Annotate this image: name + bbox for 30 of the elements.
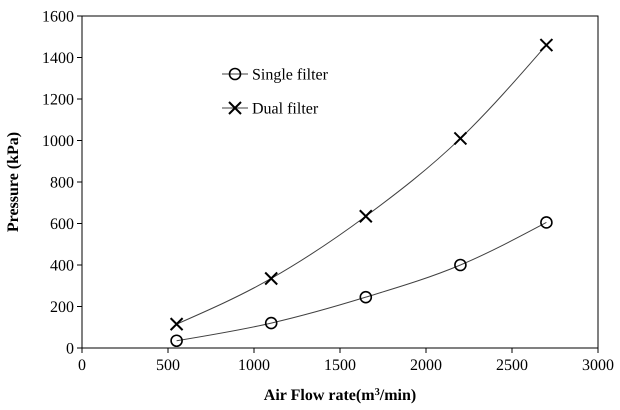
y-axis-title: Pressure (kPa) [5,132,22,232]
y-tick-label: 1000 [42,133,74,150]
y-tick-label: 1200 [42,92,74,109]
y-tick-label: 800 [50,174,74,192]
point [454,258,467,272]
y-tick-label: 1400 [42,50,74,68]
x-tick-label: 2000 [410,357,442,374]
point [360,290,372,304]
x-tick-label: 3000 [582,357,614,374]
point [539,38,554,52]
x-tick-label: 0 [78,357,86,374]
x-tick-label: 500 [156,357,180,374]
legend-label: Dual filter [252,100,319,118]
point [358,209,373,224]
y-tick-label: 400 [50,258,74,275]
x-axis-title: Air Flow rate(m$^{3}$/min) [264,386,416,404]
point [264,271,278,286]
legend-label: Single filter [252,66,329,84]
x-tick-label: 2500 [496,357,528,374]
y-tick-label: 600 [50,216,74,234]
x-tick-label: 1000 [238,357,270,374]
y-tick-label: 0 [66,340,74,358]
point [540,216,553,229]
y-tick-label: 1600 [42,8,74,26]
x-tick-label: 1500 [324,357,356,374]
point [453,131,468,146]
y-tick-label: 200 [50,299,74,316]
point [264,316,278,330]
point [170,334,183,348]
point [170,317,184,332]
